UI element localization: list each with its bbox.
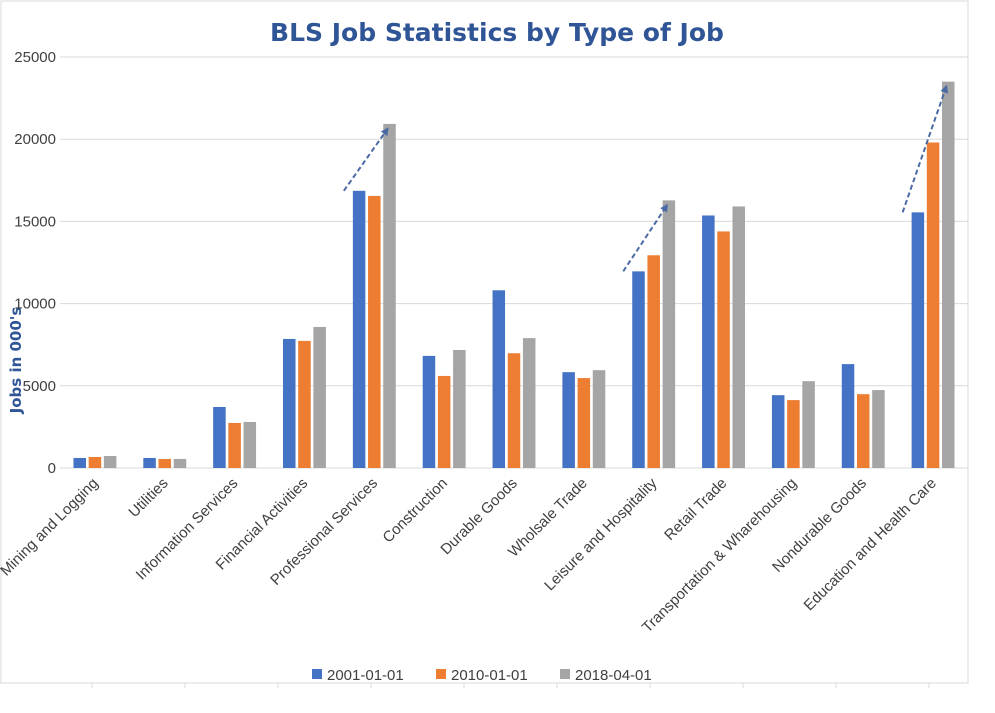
bar-2018-04-01-information-services: [243, 421, 257, 468]
trend-arrow: [901, 84, 949, 213]
legend-item: 2018-04-01: [560, 667, 652, 684]
bar-2018-04-01-durable-goods: [522, 338, 536, 468]
bar-2018-04-01-financial-activities: [313, 326, 326, 468]
bar-2010-01-01-transportation-wharehousing: [787, 400, 800, 468]
bar-2010-01-01-education-and-health-care: [926, 142, 940, 468]
bar-2018-04-01-utilities: [173, 458, 187, 468]
bar-2010-01-01-wholsale-trade: [577, 378, 591, 468]
bar-2001-01-01-information-services: [213, 407, 226, 468]
x-tick-label: Utilities: [125, 475, 171, 521]
y-tick-label: 20000: [14, 131, 56, 148]
bar-2018-04-01-retail-trade: [732, 206, 745, 468]
x-tick-label: Mining and Logging: [0, 475, 102, 580]
bar-2001-01-01-durable-goods: [492, 290, 506, 468]
bar-2018-04-01-nondurable-goods: [872, 390, 885, 468]
bar-2001-01-01-professional-services: [352, 190, 366, 468]
bar-2001-01-01-education-and-health-care: [911, 212, 925, 468]
trend-arrow: [622, 203, 668, 272]
legend-swatch: [436, 669, 446, 679]
bar-2010-01-01-construction: [437, 375, 451, 468]
y-tick-label: 25000: [14, 49, 56, 66]
bar-2001-01-01-wholsale-trade: [562, 372, 575, 468]
legend-label: 2001-01-01: [327, 667, 404, 684]
x-tick-label: Construction: [379, 475, 451, 547]
bar-2018-04-01-leisure-and-hospitality: [662, 200, 676, 468]
bar-2010-01-01-information-services: [228, 422, 241, 468]
bar-2010-01-01-durable-goods: [507, 353, 521, 468]
bar-2001-01-01-financial-activities: [283, 338, 296, 468]
bar-2018-04-01-education-and-health-care: [942, 81, 955, 468]
bar-2001-01-01-nondurable-goods: [841, 364, 855, 468]
legend-label: 2010-01-01: [451, 667, 528, 684]
bar-2018-04-01-mining-and-logging: [103, 455, 117, 468]
x-tick-label: Retail Trade: [661, 475, 730, 544]
bar-2010-01-01-mining-and-logging: [88, 456, 102, 468]
bar-2001-01-01-utilities: [143, 457, 156, 468]
x-tick-label: Leisure and Hospitality: [541, 474, 661, 594]
bar-2001-01-01-leisure-and-hospitality: [632, 271, 645, 468]
legend-label: 2018-04-01: [575, 667, 652, 684]
bar-2001-01-01-retail-trade: [702, 215, 715, 468]
bar-2010-01-01-utilities: [158, 458, 172, 468]
bar-2018-04-01-professional-services: [383, 123, 396, 468]
legend-item: 2001-01-01: [312, 667, 404, 684]
y-tick-label: 10000: [14, 296, 56, 313]
bar-2001-01-01-mining-and-logging: [73, 457, 86, 468]
legend-swatch: [560, 669, 570, 679]
y-tick-label: 5000: [23, 378, 56, 395]
bar-2010-01-01-leisure-and-hospitality: [647, 255, 660, 468]
trend-arrow: [343, 127, 389, 192]
bar-2010-01-01-financial-activities: [298, 340, 311, 468]
bar-2010-01-01-nondurable-goods: [856, 394, 870, 468]
y-tick-label: 15000: [14, 213, 56, 230]
x-tick-label: Education and Health Care: [801, 475, 940, 614]
chart-title: BLS Job Statistics by Type of Job: [270, 18, 724, 47]
y-tick-label: 0: [48, 460, 56, 477]
legend-swatch: [312, 669, 322, 679]
bar-2018-04-01-wholsale-trade: [592, 370, 606, 468]
bar-2018-04-01-construction: [453, 349, 466, 468]
bar-2001-01-01-transportation-wharehousing: [771, 395, 785, 468]
bar-2010-01-01-professional-services: [368, 195, 381, 468]
y-axis-label: Jobs in 000's: [7, 307, 25, 415]
legend-item: 2010-01-01: [436, 667, 528, 684]
bar-2001-01-01-construction: [422, 355, 436, 468]
bar-2018-04-01-transportation-wharehousing: [802, 381, 815, 468]
bar-2010-01-01-retail-trade: [717, 231, 730, 468]
